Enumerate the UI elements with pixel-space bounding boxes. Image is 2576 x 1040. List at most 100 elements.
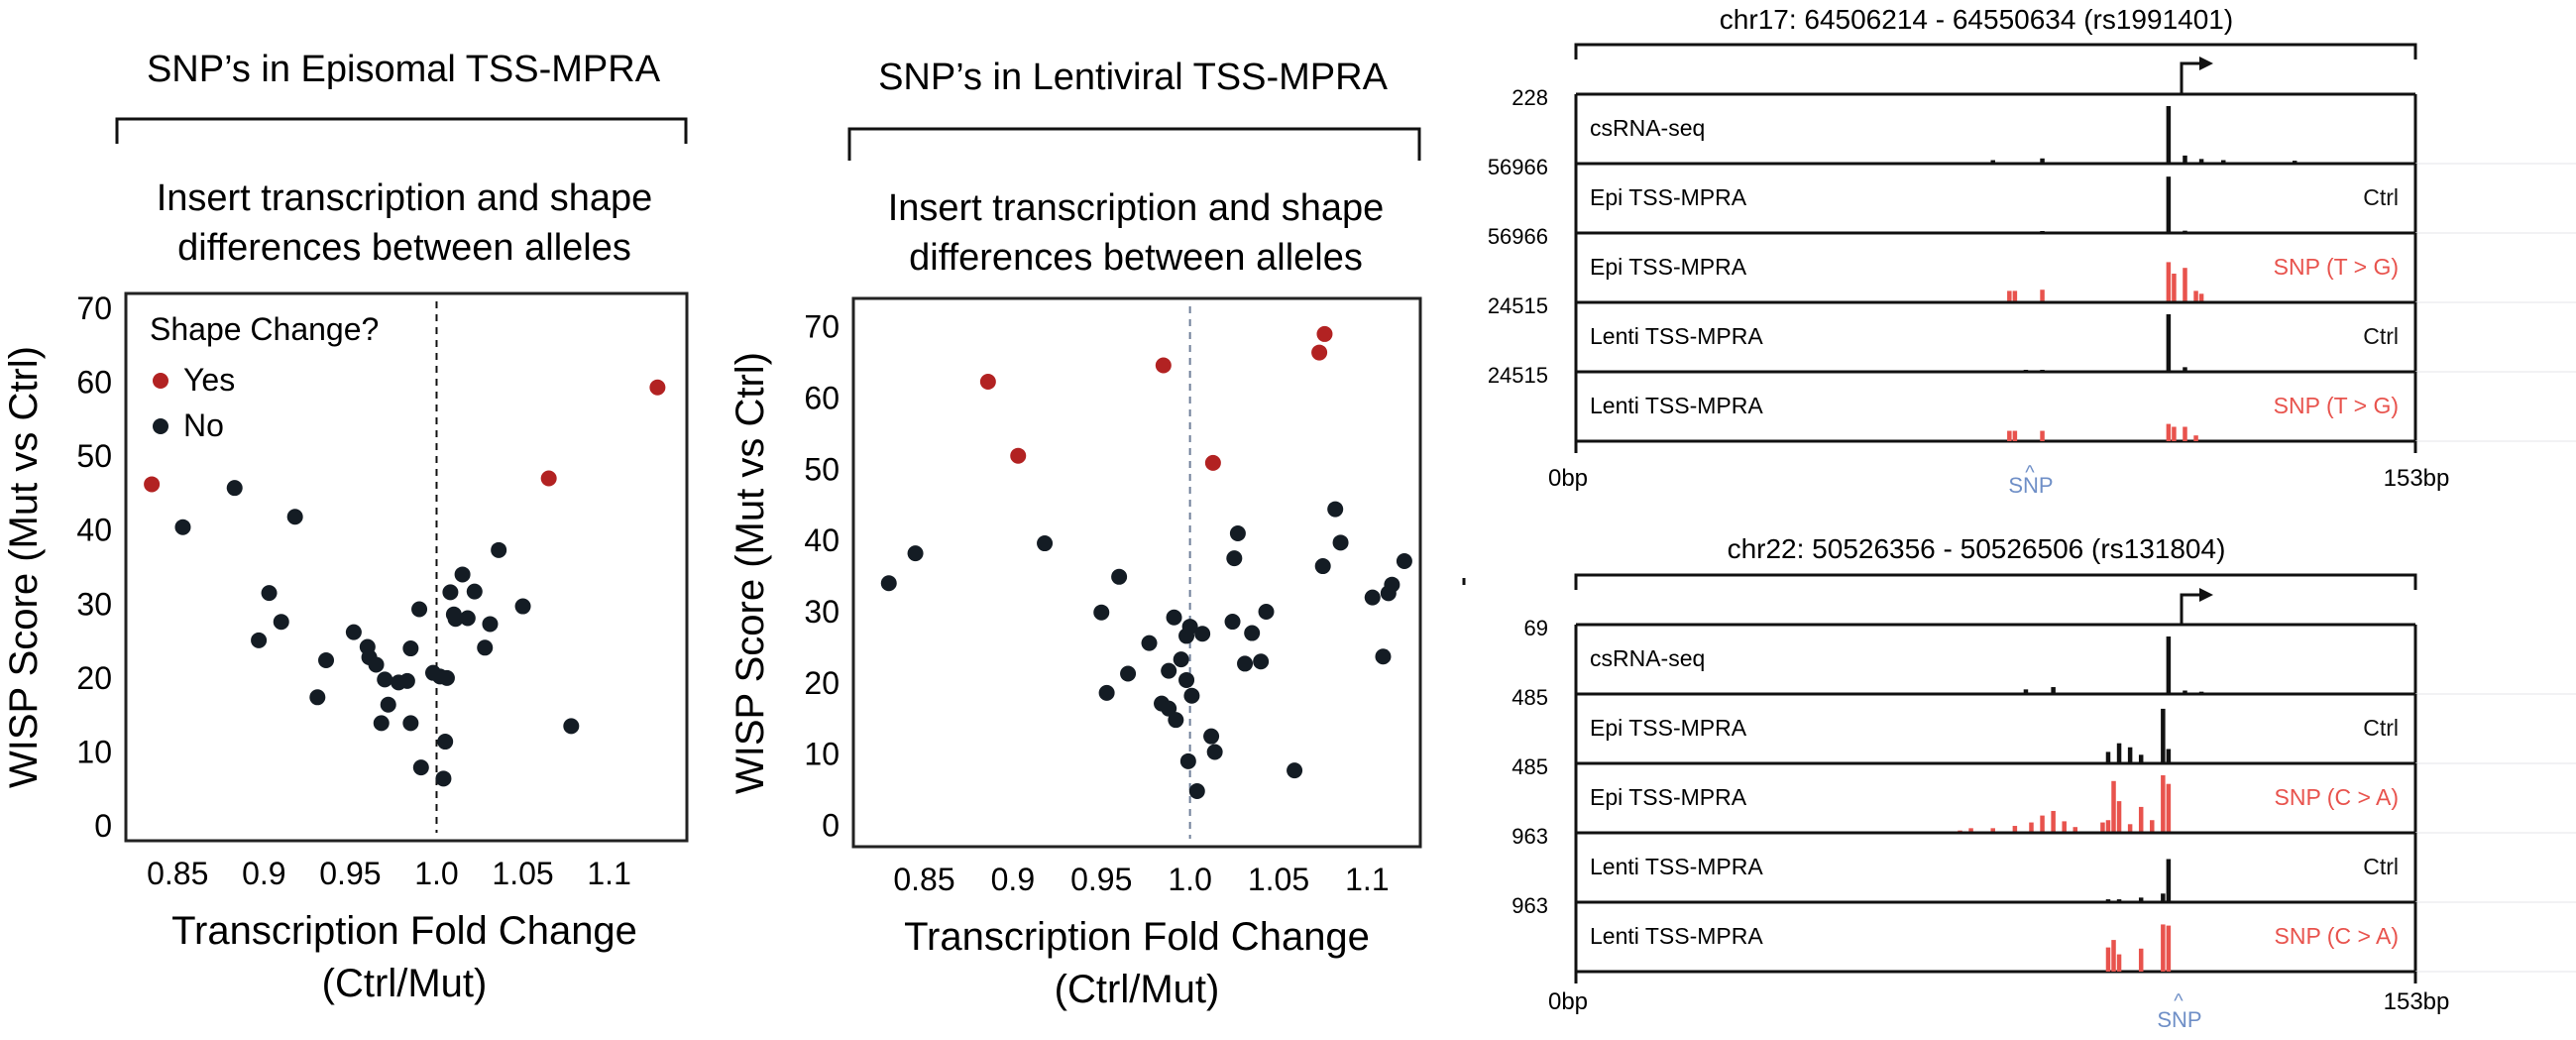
panel-b-subtitle-line1: Insert transcription and shape: [888, 187, 1385, 229]
panel-a-point-no: [273, 614, 289, 631]
panel-b-point-no: [1161, 662, 1177, 679]
panel-b-point-no: [1203, 728, 1220, 745]
browser-1-x-end: 153bp: [2384, 465, 2450, 492]
browser-1-track-1-signal-bar: [1990, 160, 1995, 164]
panel-a-point-yes: [144, 476, 161, 493]
browser-2-track-2-signal-bar: [2116, 743, 2122, 763]
panel-b-point-no: [1178, 671, 1195, 688]
browser-2-snp-label: SNP: [2157, 1007, 2201, 1032]
browser-2-track-3-signal-bar: [1968, 828, 1973, 833]
browser-1-track-5-signal-bar: [2193, 435, 2198, 441]
browser-1-tss-arrow: [2180, 61, 2203, 94]
panel-b-point-no: [1396, 553, 1412, 570]
browser-2-track-1-signal-bar: [2166, 636, 2172, 694]
panel-a-point-no: [477, 639, 494, 656]
browser-2-x-end: 153bp: [2384, 988, 2450, 1015]
panel-a-point-no: [412, 759, 429, 776]
browser-1-track-2-condition-label: Ctrl: [2363, 184, 2399, 210]
panel-b-point-no: [1166, 609, 1182, 626]
panel-a-ytick-label: 60: [76, 365, 112, 401]
panel-a-title: SNP’s in Episomal TSS-MPRA: [147, 49, 661, 90]
panel-b-ytick-label: 0: [822, 807, 840, 843]
panel-a-point-no: [482, 616, 499, 633]
panel-a-xtick-label: 1.0: [414, 856, 458, 891]
browser-2-track-2-signal-bar: [2127, 747, 2133, 763]
browser-2-track-5-signal-bar: [2138, 948, 2144, 972]
panel-b-point-no: [1168, 712, 1184, 729]
panel-a-point-no: [563, 718, 580, 735]
browser-2-bracket: [1574, 573, 2417, 590]
panel-a-subtitle-line2: differences between alleles: [177, 227, 631, 269]
panel-b-point-no: [1141, 635, 1158, 651]
panel-b-point-no: [1253, 653, 1270, 670]
browser-1-track-3-signal-bar: [2198, 293, 2204, 302]
browser-1-bracket: [1574, 43, 2417, 59]
browser-2-track-3-signal-bar: [2111, 780, 2116, 833]
browser-2-track-4-condition-label: Ctrl: [2363, 854, 2399, 879]
browser-1-track-4-condition-label: Ctrl: [2363, 323, 2399, 349]
panel-b-x-ticks: 0.85 0.9 0.95 1.0 1.05 1.1: [893, 862, 1389, 897]
panel-a-point-no: [514, 598, 531, 615]
panel-a-point-no: [442, 584, 459, 601]
panel-b-point-no: [1206, 744, 1223, 760]
browser-1-track-1-signal-bar: [2183, 155, 2187, 164]
panel-a-point-no: [435, 770, 452, 787]
browser-2-track-3-signal-bar: [2029, 822, 2034, 833]
browser-2-track-3-signal-bar: [2100, 822, 2105, 833]
panel-b-point-no: [1161, 700, 1177, 717]
panel-a-ylabel: WISP Score (Mut vs Ctrl): [2, 346, 46, 788]
browser-1-track-3-signal-bar: [2012, 290, 2018, 302]
panel-b-point-yes: [979, 374, 996, 391]
browser-2-track-1-signal-bar: [2183, 690, 2187, 694]
panel-b-point-no: [1226, 550, 1243, 567]
panel-b-point-yes: [1311, 344, 1328, 361]
panel-a-point-no: [447, 611, 464, 628]
browser-2-track-4-scale-label: 963: [1512, 824, 1548, 849]
browser-1-track-3-signal-bar: [2172, 274, 2177, 302]
panel-a-xlabel-line2: (Ctrl/Mut): [322, 962, 488, 1005]
browser-1-track-1-scale-label: 228: [1512, 85, 1548, 110]
panel-b-point-no: [1173, 651, 1189, 668]
panel-a-point-no: [438, 669, 455, 686]
browser-1-track-5-condition-label: SNP (T > G): [2274, 393, 2399, 418]
browser-2-snp-caret: ^: [2174, 990, 2184, 1012]
browser-1-track-4-signal-bar: [2166, 314, 2172, 372]
panel-a-point-no: [402, 640, 419, 657]
browser-2-track-5-signal-bar: [2161, 924, 2166, 972]
browser-2-track-3-signal-bar: [2127, 824, 2133, 833]
panel-a-ytick-label: 30: [76, 586, 112, 622]
panel-b-ylabel: WISP Score (Mut vs Ctrl): [728, 352, 772, 794]
panel-b-point-no: [1037, 535, 1054, 552]
panel-b-point-no: [1314, 558, 1331, 575]
panel-a-point-no: [373, 715, 390, 732]
panel-a-ytick-label: 50: [76, 438, 112, 474]
panel-b-xlabel-line1: Transcription Fold Change: [904, 915, 1370, 959]
panel-b-points: [880, 325, 1412, 799]
panel-b-point-yes: [1155, 357, 1172, 374]
browser-2-track-4-signal-bar: [2166, 859, 2172, 902]
panel-b-point-no: [1237, 655, 1254, 672]
legend-yes-marker: [153, 373, 168, 389]
browser-rs131804: chr22: 50526356 - 50526506 (rs131804) 69…: [1512, 533, 2576, 1032]
browser-1-track-5-signal-bar: [2040, 430, 2045, 441]
browser-2-track-4-signal-bar: [2138, 897, 2144, 902]
browser-2-track-2-label: Epi TSS-MPRA: [1590, 715, 1747, 741]
panel-a-point-no: [261, 585, 278, 602]
panel-b-bracket: [847, 127, 1421, 161]
browser-2-track-3-signal-bar: [2040, 815, 2045, 833]
browser-1-track-2-label: Epi TSS-MPRA: [1590, 184, 1747, 210]
panel-b-point-yes: [1316, 325, 1333, 342]
browser-2-track-5-label: Lenti TSS-MPRA: [1590, 923, 1763, 949]
panel-a-point-no: [377, 671, 393, 688]
browser-2-track-4-signal-bar: [2161, 893, 2166, 902]
panel-b-xlabel-line2: (Ctrl/Mut): [1055, 968, 1220, 1011]
panel-b-xtick-label: 0.85: [893, 862, 954, 897]
panel-a-point-no: [437, 734, 454, 751]
browser-1-track-5-label: Lenti TSS-MPRA: [1590, 393, 1763, 418]
browser-2-track-3-signal-bar: [2138, 806, 2144, 833]
panel-a-xtick-label: 1.05: [492, 856, 553, 891]
browser-2-track-3-signal-bar: [1990, 828, 1995, 833]
browser-2-track-2-signal-bar: [2161, 708, 2166, 763]
panel-b-ytick-label: 40: [804, 522, 840, 558]
browser-2-track-3-condition-label: SNP (C > A): [2275, 784, 2399, 810]
